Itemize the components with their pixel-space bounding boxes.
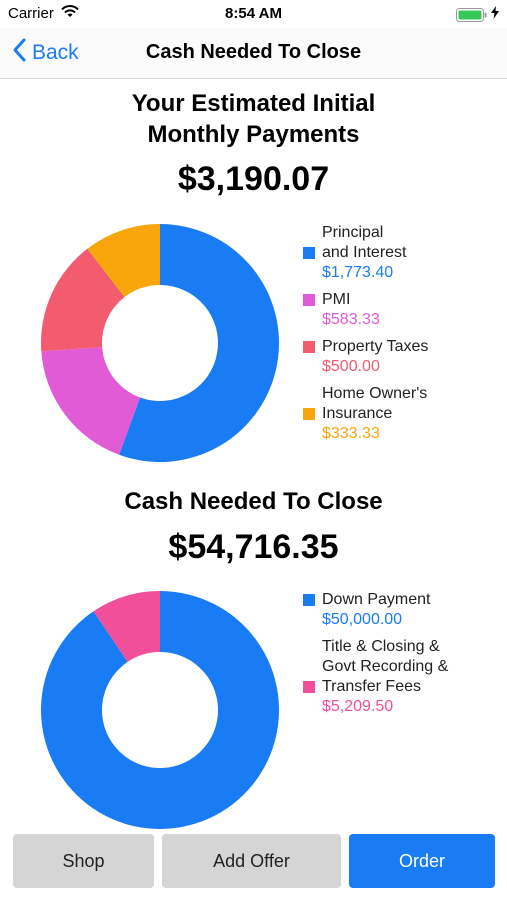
monthly-donut-chart [40, 224, 280, 462]
monthly-legend-value: $333.33 [322, 425, 380, 442]
monthly-title-line1: Your Estimated Initial [131, 90, 376, 117]
closing-slice-0 [41, 591, 279, 829]
status-time: 8:54 AM [225, 5, 282, 22]
order-button[interactable]: Order [349, 834, 495, 888]
status-carrier: Carrier [8, 5, 79, 22]
closing-legend-label: Title & Closing & Govt Recording & Trans… [322, 638, 449, 695]
monthly-legend-swatch [303, 247, 315, 259]
closing-legend: Down Payment $50,000.00 Title & Closing & … [300, 590, 500, 724]
monthly-legend-swatch [303, 341, 315, 353]
back-label: Back [32, 41, 79, 64]
monthly-slice-1 [41, 347, 141, 455]
monthly-legend-swatch [303, 294, 315, 306]
monthly-legend: Principal and Interest $1,773.40 PMI $583.3… [300, 223, 500, 451]
monthly-total: $3,190.07 [177, 160, 330, 198]
monthly-legend-value: $500.00 [322, 358, 380, 375]
monthly-legend-label: Principal and Interest [322, 224, 407, 261]
monthly-legend-item: PMI $583.33 [300, 290, 500, 330]
closing-legend-swatch [303, 681, 315, 693]
monthly-legend-value: $583.33 [322, 311, 380, 328]
charging-bolt-icon [491, 6, 499, 23]
shop-button[interactable]: Shop [13, 834, 154, 888]
monthly-legend-item: Principal and Interest $1,773.40 [300, 223, 500, 283]
monthly-title-line2: Monthly Payments [147, 121, 360, 148]
closing-donut-chart [41, 591, 279, 829]
chevron-left-icon [12, 38, 26, 68]
monthly-legend-item: Home Owner's Insurance $333.33 [300, 384, 500, 444]
closing-legend-label: Down Payment [322, 591, 431, 608]
closing-legend-value: $5,209.50 [322, 698, 394, 715]
closing-legend-item: Title & Closing & Govt Recording & Trans… [300, 637, 500, 717]
nav-bar: Back Cash Needed To Close [0, 28, 507, 79]
battery-icon [456, 6, 499, 23]
monthly-legend-label: PMI [322, 291, 351, 308]
monthly-legend-swatch [303, 408, 315, 420]
closing-legend-value: $50,000.00 [322, 611, 403, 628]
status-bar: Carrier 8:54 AM [0, 0, 507, 28]
back-button[interactable]: Back [12, 38, 79, 68]
wifi-icon [61, 5, 79, 22]
monthly-legend-label: Property Taxes [322, 338, 429, 355]
monthly-slice-2 [40, 248, 125, 352]
closing-slice-1 [93, 591, 160, 662]
monthly-slice-3 [87, 224, 160, 298]
add-offer-button[interactable]: Add Offer [162, 834, 341, 888]
closing-title: Cash Needed To Close [124, 488, 383, 515]
monthly-title: Your Estimated Initial Monthly Payments [0, 88, 507, 150]
closing-total: $54,716.35 [168, 528, 339, 566]
carrier-label: Carrier [8, 5, 54, 22]
monthly-slice-0 [119, 224, 280, 462]
monthly-legend-value: $1,773.40 [322, 264, 394, 281]
monthly-legend-item: Property Taxes $500.00 [300, 337, 500, 377]
closing-legend-swatch [303, 594, 315, 606]
closing-legend-item: Down Payment $50,000.00 [300, 590, 500, 630]
monthly-legend-label: Home Owner's Insurance [322, 385, 428, 422]
